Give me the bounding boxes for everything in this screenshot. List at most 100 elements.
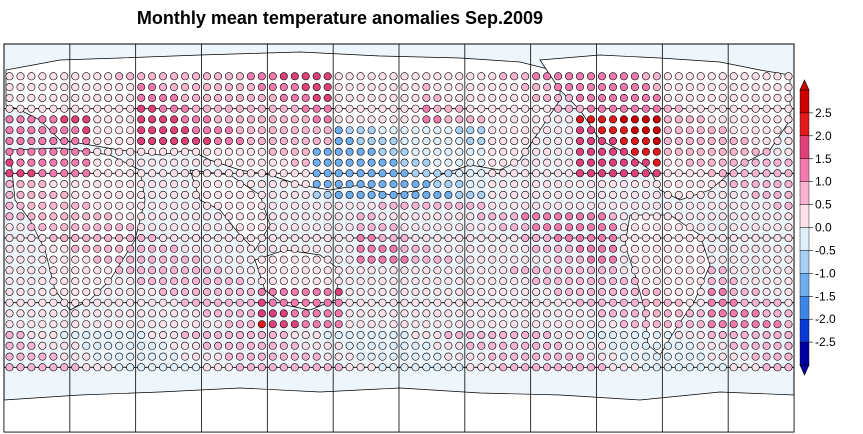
anomaly-marker bbox=[367, 255, 376, 264]
anomaly-marker bbox=[554, 309, 563, 318]
anomaly-marker bbox=[345, 298, 354, 307]
anomaly-marker bbox=[400, 223, 409, 232]
anomaly-marker bbox=[378, 169, 387, 178]
anomaly-marker bbox=[411, 72, 420, 81]
anomaly-marker bbox=[565, 287, 574, 296]
anomaly-marker bbox=[597, 255, 606, 264]
anomaly-marker bbox=[334, 320, 343, 329]
anomaly-marker bbox=[466, 169, 475, 178]
anomaly-marker bbox=[268, 126, 277, 135]
anomaly-marker bbox=[773, 126, 782, 135]
anomaly-marker bbox=[729, 320, 738, 329]
anomaly-marker bbox=[279, 137, 288, 146]
anomaly-marker bbox=[532, 298, 541, 307]
anomaly-marker bbox=[411, 126, 420, 135]
anomaly-marker bbox=[389, 244, 398, 253]
anomaly-marker bbox=[345, 137, 354, 146]
anomaly-marker bbox=[170, 298, 179, 307]
anomaly-marker bbox=[411, 137, 420, 146]
anomaly-marker bbox=[499, 180, 508, 189]
anomaly-marker bbox=[608, 223, 617, 232]
anomaly-marker bbox=[312, 341, 321, 350]
anomaly-marker bbox=[718, 309, 727, 318]
anomaly-marker bbox=[60, 169, 69, 178]
anomaly-marker bbox=[499, 137, 508, 146]
anomaly-marker bbox=[279, 309, 288, 318]
anomaly-marker bbox=[586, 341, 595, 350]
anomaly-marker bbox=[38, 266, 47, 275]
anomaly-marker bbox=[433, 126, 442, 135]
anomaly-marker bbox=[137, 244, 146, 253]
anomaly-marker bbox=[773, 180, 782, 189]
anomaly-marker bbox=[16, 341, 25, 350]
anomaly-marker bbox=[521, 266, 530, 275]
anomaly-marker bbox=[488, 244, 497, 253]
anomaly-marker bbox=[38, 83, 47, 92]
anomaly-marker bbox=[246, 201, 255, 210]
anomaly-marker bbox=[279, 298, 288, 307]
anomaly-marker bbox=[148, 158, 157, 167]
anomaly-marker bbox=[93, 234, 102, 243]
colorbar-segment bbox=[799, 273, 810, 297]
anomaly-marker bbox=[334, 255, 343, 264]
anomaly-marker bbox=[696, 72, 705, 81]
anomaly-marker bbox=[257, 158, 266, 167]
anomaly-marker bbox=[521, 298, 530, 307]
anomaly-marker bbox=[49, 223, 58, 232]
anomaly-marker bbox=[784, 190, 793, 199]
anomaly-marker bbox=[641, 223, 650, 232]
anomaly-marker bbox=[641, 104, 650, 113]
anomaly-marker bbox=[82, 180, 91, 189]
anomaly-marker bbox=[246, 115, 255, 124]
anomaly-marker bbox=[126, 330, 135, 339]
anomaly-marker bbox=[751, 212, 760, 221]
anomaly-marker bbox=[312, 298, 321, 307]
anomaly-marker bbox=[71, 244, 80, 253]
anomaly-marker bbox=[663, 255, 672, 264]
anomaly-marker bbox=[696, 212, 705, 221]
anomaly-marker bbox=[126, 126, 135, 135]
anomaly-marker bbox=[214, 180, 223, 189]
anomaly-marker bbox=[565, 244, 574, 253]
anomaly-marker bbox=[586, 201, 595, 210]
anomaly-marker bbox=[586, 266, 595, 275]
anomaly-marker bbox=[16, 126, 25, 135]
anomaly-marker bbox=[82, 137, 91, 146]
anomaly-marker bbox=[334, 126, 343, 135]
anomaly-marker bbox=[740, 201, 749, 210]
anomaly-marker bbox=[444, 330, 453, 339]
anomaly-marker bbox=[597, 298, 606, 307]
anomaly-marker bbox=[126, 234, 135, 243]
anomaly-marker bbox=[246, 234, 255, 243]
anomaly-marker bbox=[16, 320, 25, 329]
anomaly-marker bbox=[488, 330, 497, 339]
anomaly-marker bbox=[663, 104, 672, 113]
anomaly-marker bbox=[203, 309, 212, 318]
anomaly-marker bbox=[16, 201, 25, 210]
anomaly-marker bbox=[466, 126, 475, 135]
anomaly-marker bbox=[378, 298, 387, 307]
anomaly-marker bbox=[619, 309, 628, 318]
anomaly-marker bbox=[554, 180, 563, 189]
anomaly-marker bbox=[652, 352, 661, 361]
anomaly-marker bbox=[16, 93, 25, 102]
anomaly-marker bbox=[521, 320, 530, 329]
anomaly-marker bbox=[378, 180, 387, 189]
anomaly-marker bbox=[685, 72, 694, 81]
anomaly-marker bbox=[521, 83, 530, 92]
anomaly-marker bbox=[115, 298, 124, 307]
anomaly-marker bbox=[367, 298, 376, 307]
anomaly-marker bbox=[477, 277, 486, 286]
anomaly-marker bbox=[422, 126, 431, 135]
anomaly-marker bbox=[93, 147, 102, 156]
anomaly-marker bbox=[224, 137, 233, 146]
anomaly-marker bbox=[488, 147, 497, 156]
anomaly-marker bbox=[71, 277, 80, 286]
anomaly-marker bbox=[499, 298, 508, 307]
anomaly-marker bbox=[488, 190, 497, 199]
anomaly-marker bbox=[192, 298, 201, 307]
anomaly-marker bbox=[674, 137, 683, 146]
anomaly-marker bbox=[422, 320, 431, 329]
anomaly-marker bbox=[784, 223, 793, 232]
anomaly-marker bbox=[301, 330, 310, 339]
